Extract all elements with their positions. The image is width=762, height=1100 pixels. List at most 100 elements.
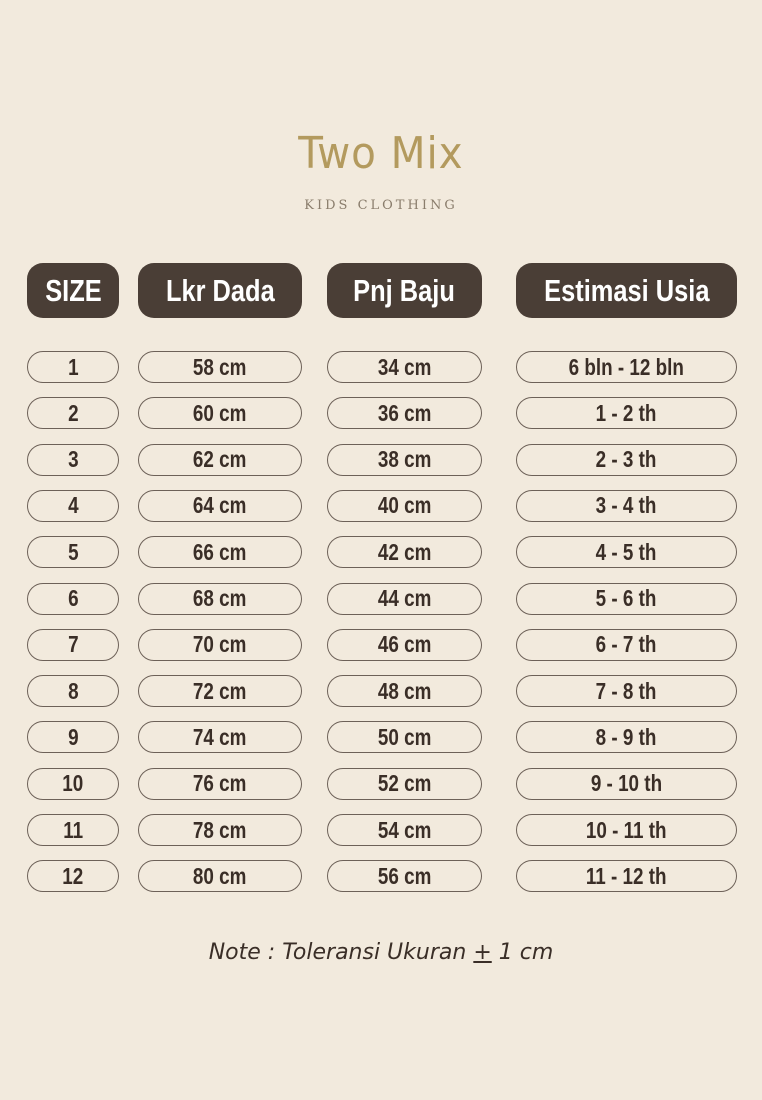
cell-value: 48 cm	[377, 677, 432, 704]
cell-size: 11	[27, 814, 119, 846]
cell-value: 5	[67, 538, 79, 565]
cell-lkr-dada: 58 cm	[138, 351, 302, 383]
cell-estimasi-usia: 4 - 5 th	[516, 536, 737, 569]
brand-tagline: KIDS CLOTHING	[304, 198, 458, 213]
cell-lkr-dada: 70 cm	[138, 628, 302, 661]
header-label: Estimasi Usia	[543, 272, 710, 308]
cell-value: 3 - 4 th	[596, 492, 657, 519]
cell-size: 8	[27, 675, 119, 708]
header-estimasi-usia: Estimasi Usia	[516, 263, 737, 318]
brand-logo: Two Mix	[0, 128, 762, 179]
cell-value: 10	[62, 770, 84, 797]
cell-size: 10	[27, 767, 119, 800]
cell-size: 12	[27, 860, 119, 893]
cell-value: 7	[67, 631, 79, 658]
cell-pnj-baju: 48 cm	[327, 675, 482, 708]
cell-lkr-dada: 68 cm	[138, 582, 302, 615]
cell-value: 80 cm	[193, 862, 247, 889]
cell-estimasi-usia: 7 - 8 th	[516, 675, 737, 708]
cell-lkr-dada: 76 cm	[138, 767, 302, 800]
cell-value: 62 cm	[193, 446, 247, 473]
cell-value: 68 cm	[193, 585, 247, 611]
cell-lkr-dada: 64 cm	[138, 489, 302, 522]
cell-size: 5	[27, 536, 119, 569]
cell-value: 38 cm	[377, 446, 432, 473]
header-label: Lkr Dada	[165, 272, 275, 308]
cell-value: 42 cm	[377, 538, 432, 565]
cell-pnj-baju: 34 cm	[327, 351, 482, 383]
cell-value: 9	[67, 723, 79, 750]
header-label: SIZE	[44, 272, 102, 308]
cell-value: 72 cm	[193, 677, 247, 704]
cell-estimasi-usia: 5 - 6 th	[516, 582, 737, 615]
cell-value: 36 cm	[377, 399, 432, 426]
cell-estimasi-usia: 6 - 7 th	[516, 628, 737, 661]
cell-value: 34 cm	[377, 353, 432, 380]
cell-value: 2	[67, 399, 79, 426]
header-pnj-baju: Pnj Baju	[327, 263, 482, 318]
cell-value: 10 - 11 th	[586, 816, 667, 843]
cell-value: 4	[67, 492, 79, 519]
cell-value: 74 cm	[193, 723, 247, 750]
cell-pnj-baju: 52 cm	[327, 767, 482, 800]
cell-value: 6 bln - 12 bln	[568, 353, 685, 380]
cell-value: 1 - 2 th	[596, 399, 657, 426]
tolerance-note: Note : Toleransi Ukuran + 1 cm	[0, 940, 762, 965]
cell-value: 52 cm	[377, 770, 432, 797]
cell-value: 40 cm	[377, 492, 432, 519]
cell-value: 8 - 9 th	[596, 723, 657, 750]
cell-value: 78 cm	[193, 816, 247, 843]
cell-pnj-baju: 38 cm	[327, 443, 482, 476]
header-label: Pnj Baju	[353, 272, 456, 308]
cell-pnj-baju: 36 cm	[327, 397, 482, 430]
cell-value: 11	[63, 816, 83, 843]
cell-estimasi-usia: 8 - 9 th	[516, 721, 737, 754]
plus-minus-symbol: +	[473, 940, 492, 965]
cell-size: 7	[27, 628, 119, 661]
cell-value: 60 cm	[193, 399, 247, 426]
cell-value: 4 - 5 th	[596, 538, 657, 565]
cell-value: 11 - 12 th	[586, 862, 667, 889]
cell-value: 56 cm	[377, 862, 432, 889]
cell-size: 6	[27, 582, 119, 615]
cell-estimasi-usia: 1 - 2 th	[516, 397, 737, 430]
cell-value: 6	[67, 585, 79, 611]
cell-size: 3	[27, 443, 119, 476]
cell-value: 50 cm	[377, 723, 432, 750]
cell-size: 9	[27, 721, 119, 754]
header-lkr-dada: Lkr Dada	[138, 263, 302, 318]
cell-value: 1	[67, 353, 79, 380]
header-size: SIZE	[27, 263, 119, 318]
cell-pnj-baju: 46 cm	[327, 628, 482, 661]
cell-value: 66 cm	[193, 538, 247, 565]
cell-value: 9 - 10 th	[590, 770, 663, 797]
cell-value: 8	[67, 677, 79, 704]
cell-lkr-dada: 62 cm	[138, 443, 302, 476]
cell-value: 3	[67, 446, 79, 473]
cell-pnj-baju: 42 cm	[327, 536, 482, 569]
cell-lkr-dada: 72 cm	[138, 675, 302, 708]
cell-estimasi-usia: 10 - 11 th	[516, 814, 737, 846]
cell-value: 64 cm	[193, 492, 247, 519]
cell-value: 76 cm	[193, 770, 247, 797]
cell-size: 1	[27, 351, 119, 383]
cell-value: 44 cm	[377, 585, 432, 611]
cell-estimasi-usia: 3 - 4 th	[516, 489, 737, 522]
cell-estimasi-usia: 11 - 12 th	[516, 860, 737, 893]
cell-estimasi-usia: 2 - 3 th	[516, 443, 737, 476]
cell-lkr-dada: 78 cm	[138, 814, 302, 846]
cell-estimasi-usia: 6 bln - 12 bln	[516, 351, 737, 383]
note-text: Note : Toleransi Ukuran	[208, 940, 474, 965]
cell-value: 70 cm	[193, 631, 247, 658]
cell-value: 6 - 7 th	[596, 631, 657, 658]
cell-value: 58 cm	[193, 353, 247, 380]
cell-value: 12	[62, 862, 84, 889]
cell-estimasi-usia: 9 - 10 th	[516, 767, 737, 800]
cell-lkr-dada: 74 cm	[138, 721, 302, 754]
cell-pnj-baju: 54 cm	[327, 814, 482, 846]
cell-pnj-baju: 44 cm	[327, 582, 482, 615]
note-value: 1 cm	[491, 940, 554, 965]
cell-pnj-baju: 56 cm	[327, 860, 482, 893]
cell-lkr-dada: 66 cm	[138, 536, 302, 569]
cell-value: 54 cm	[377, 816, 432, 843]
